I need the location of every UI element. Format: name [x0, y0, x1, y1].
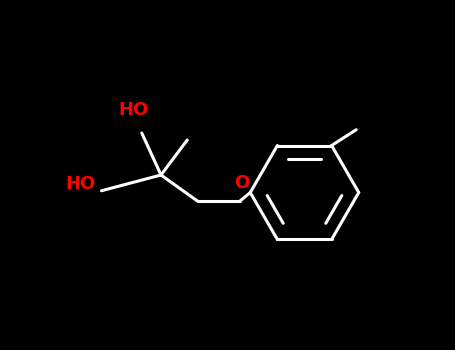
Text: HO: HO [118, 101, 148, 119]
Text: O: O [234, 174, 249, 192]
Text: HO: HO [66, 175, 96, 193]
